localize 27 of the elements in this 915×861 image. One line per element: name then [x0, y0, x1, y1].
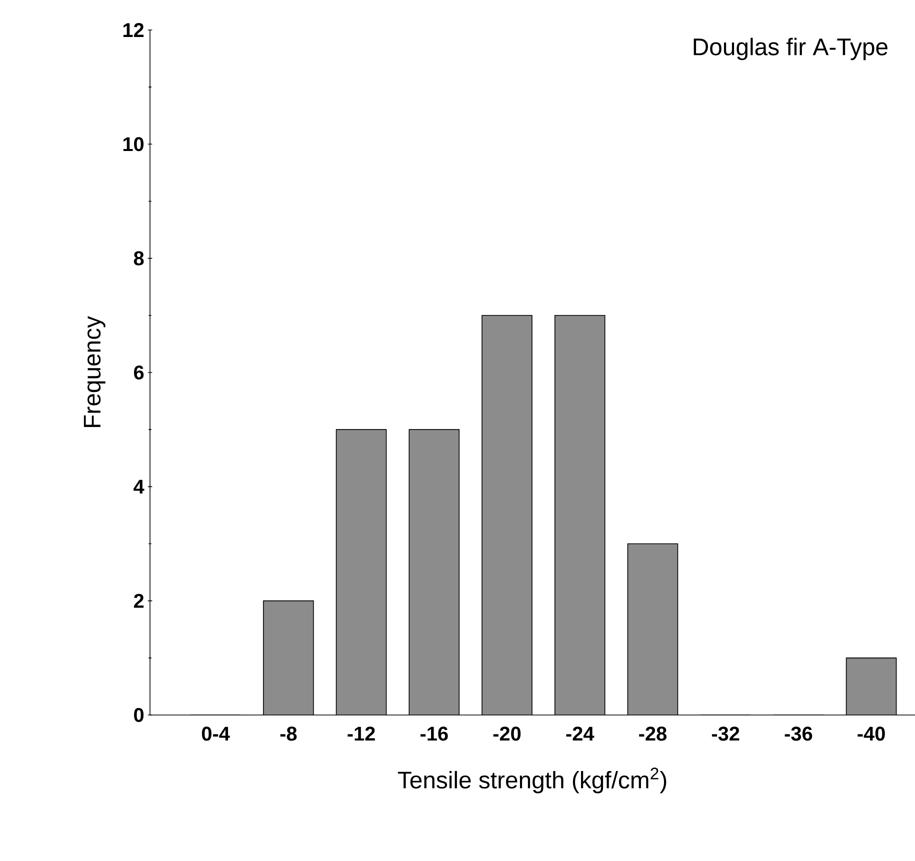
x-tick-label: -36: [784, 726, 812, 741]
bar: [482, 315, 532, 715]
bar: [554, 315, 605, 715]
x-axis-title: Tensile strength (kgf/cm$^{2}$): [398, 768, 666, 794]
y-tick-label: 12: [123, 23, 144, 37]
x-tick-label: -32: [712, 726, 740, 741]
y-tick-label: 6: [134, 365, 144, 380]
y-tick-label: 0: [134, 708, 144, 722]
x-tick-label: -12: [348, 726, 375, 741]
y-tick-label: 4: [134, 480, 144, 494]
y-tick-label: 2: [134, 594, 144, 608]
bar: [336, 430, 386, 715]
bar: [628, 544, 678, 715]
x-tick-label: -16: [420, 726, 448, 741]
bar: [846, 658, 897, 715]
x-tick-label: 0-4: [202, 726, 230, 741]
chart-title: Douglas fir A-Type: [694, 38, 888, 60]
bar: [263, 600, 314, 715]
y-tick-label: 10: [123, 137, 144, 152]
x-tick-label: -8: [280, 726, 297, 741]
x-tick-label: -40: [858, 726, 885, 741]
x-tick-label: -20: [493, 726, 521, 741]
x-tick-label: -24: [566, 726, 594, 741]
bar: [409, 430, 460, 715]
x-tick-label: -28: [639, 726, 667, 741]
y-axis-title: Frequency: [84, 316, 106, 428]
y-tick-label: 8: [134, 251, 144, 266]
